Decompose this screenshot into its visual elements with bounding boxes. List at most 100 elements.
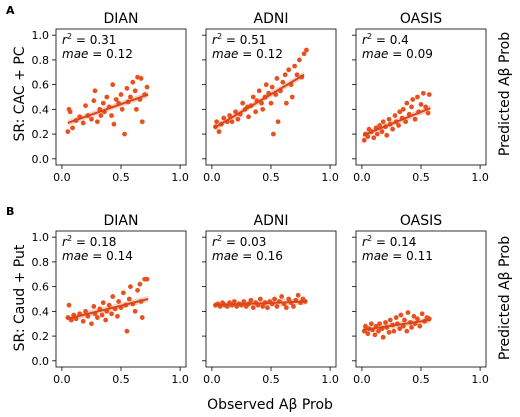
- r2-superscript: 2: [367, 32, 372, 41]
- r2-value: = 0.31: [72, 33, 116, 47]
- panel-b-dian: DIAN 0.0 0.5 1.0 0.0 0.2 0.4 0.6 0.8 1.0 r2 = 0.18…: [32, 213, 189, 386]
- data-point: [144, 84, 150, 90]
- data-point: [268, 100, 274, 106]
- r2-symbol: r: [62, 33, 68, 47]
- data-point: [216, 129, 222, 135]
- x-tick-label: 0.0: [53, 171, 71, 184]
- x-tick-label: 0.5: [412, 373, 430, 386]
- panel-title: DIAN: [104, 11, 139, 27]
- data-point: [128, 94, 133, 100]
- data-point: [426, 92, 432, 97]
- data-point: [106, 302, 112, 308]
- regression-line: [362, 107, 431, 137]
- data-point: [70, 125, 75, 131]
- regression-line: [67, 298, 149, 320]
- data-point: [92, 88, 98, 94]
- data-point: [282, 72, 288, 78]
- data-point: [250, 94, 256, 100]
- panel-title: OASIS: [400, 213, 442, 229]
- data-point: [292, 63, 298, 69]
- data-point: [283, 100, 289, 106]
- mae-annotation: mae = 0.12: [212, 47, 283, 61]
- data-point: [139, 315, 145, 320]
- data-point: [409, 325, 414, 330]
- regression-line: [67, 93, 149, 124]
- data-point: [109, 311, 114, 317]
- data-point: [402, 317, 407, 323]
- y-tick-label: 1.0: [32, 231, 50, 244]
- data-point: [128, 284, 133, 290]
- x-tick-label: 0.0: [353, 373, 371, 386]
- data-point: [410, 97, 416, 102]
- data-point: [418, 102, 424, 107]
- data-point: [241, 299, 247, 304]
- data-point: [374, 131, 380, 137]
- x-tick-label: 0.5: [262, 373, 280, 386]
- mae-symbol: mae: [362, 249, 388, 263]
- mae-symbol: mae: [362, 47, 388, 61]
- data-point: [387, 317, 393, 323]
- panel-a-dian: DIAN 0.0 0.5 1.0 0.0 0.2 0.4 0.6 0.8 1.0 r2 = 0.31…: [32, 11, 189, 184]
- data-point: [386, 116, 392, 122]
- data-point: [139, 119, 145, 125]
- mae-value: = 0.14: [88, 249, 132, 263]
- mae-annotation: mae = 0.12: [62, 47, 133, 61]
- x-tick-label: 1.0: [321, 171, 339, 184]
- data-point: [104, 94, 110, 100]
- x-tick-label: 1.0: [471, 171, 489, 184]
- x-tick-label: 1.0: [321, 373, 339, 386]
- y-tick-label: 0.0: [32, 153, 50, 166]
- data-point: [376, 328, 381, 334]
- data-point: [412, 116, 418, 122]
- data-point: [229, 119, 235, 125]
- data-point: [274, 76, 280, 81]
- data-point: [94, 119, 100, 125]
- data-point: [400, 106, 406, 112]
- data-point: [100, 300, 106, 306]
- mae-symbol: mae: [212, 249, 238, 263]
- data-point: [397, 326, 403, 332]
- data-point: [122, 131, 127, 137]
- data-point: [269, 84, 275, 90]
- r2-annotation: r2 = 0.14: [362, 234, 416, 249]
- r2-value: = 0.14: [372, 235, 416, 249]
- r2-annotation: r2 = 0.31: [62, 32, 116, 47]
- mae-symbol: mae: [62, 249, 88, 263]
- r2-annotation: r2 = 0.18: [62, 234, 116, 249]
- r2-symbol: r: [212, 235, 218, 249]
- data-point: [259, 100, 264, 106]
- data-point: [392, 113, 398, 118]
- data-point: [235, 116, 241, 122]
- data-point: [133, 106, 139, 112]
- data-point: [65, 129, 71, 135]
- data-point: [137, 281, 143, 287]
- y-tick-label: 0.4: [32, 305, 50, 318]
- panel-title: OASIS: [400, 11, 442, 27]
- data-point: [263, 82, 269, 88]
- panel-title: DIAN: [104, 213, 139, 229]
- regression-line: [213, 73, 305, 129]
- data-point: [138, 76, 144, 81]
- x-tick-label: 0.0: [53, 373, 71, 386]
- data-point: [67, 109, 73, 115]
- x-tick-label: 0.5: [262, 171, 280, 184]
- data-point: [240, 100, 246, 106]
- data-point: [397, 109, 403, 115]
- data-point: [393, 315, 399, 320]
- data-point: [144, 276, 150, 282]
- data-point: [83, 308, 88, 314]
- data-point: [91, 304, 97, 309]
- data-point: [110, 294, 116, 299]
- data-point: [368, 321, 374, 327]
- x-tick-label: 1.0: [471, 373, 489, 386]
- y-tick-label: 0.8: [32, 54, 50, 67]
- data-point: [233, 109, 238, 115]
- data-point: [415, 94, 420, 100]
- r2-annotation: r2 = 0.51: [212, 32, 266, 47]
- row-a-y-label: SR: CAC + PC: [12, 46, 28, 141]
- data-point: [113, 97, 119, 102]
- x-axis-label: Observed Aβ Prob: [207, 397, 333, 413]
- data-point: [415, 316, 420, 322]
